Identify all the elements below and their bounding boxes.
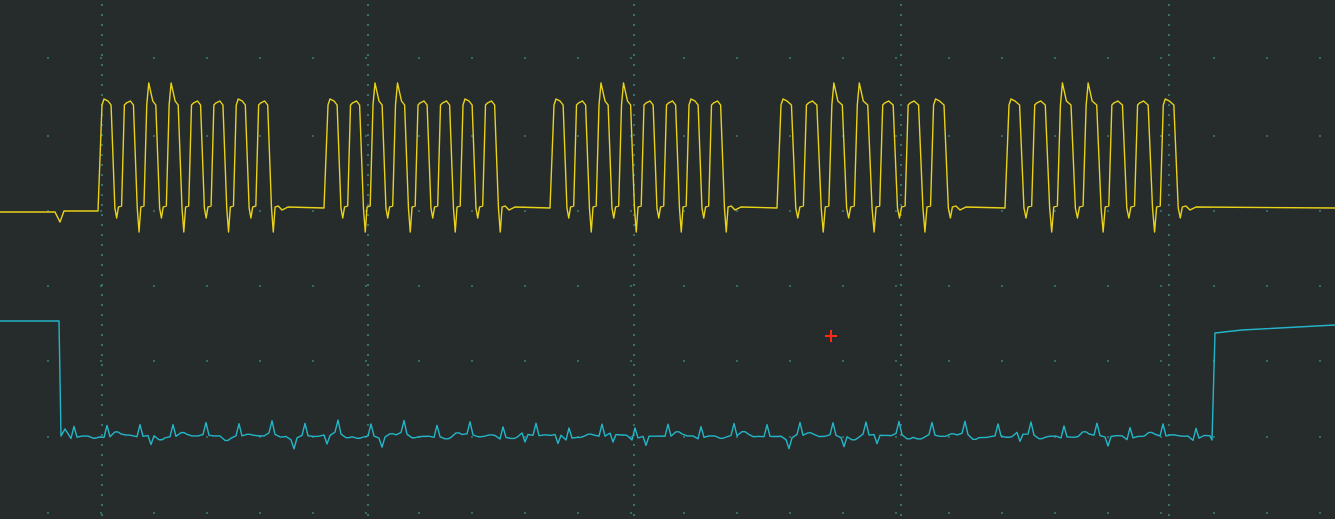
channel-2-trace bbox=[0, 320, 1335, 450]
trace-layer bbox=[0, 82, 1335, 450]
grid-horizontal-line bbox=[47, 436, 1321, 438]
grid-vertical-line bbox=[900, 4, 902, 516]
grid-vertical-line bbox=[1168, 4, 1170, 516]
grid-horizontal-line bbox=[47, 135, 1321, 137]
grid-horizontal-line bbox=[47, 512, 1321, 514]
graticule-grid bbox=[47, 4, 1321, 516]
grid-vertical-line bbox=[633, 4, 635, 516]
grid-vertical-line bbox=[101, 4, 103, 516]
grid-horizontal-line bbox=[47, 360, 1321, 362]
cursor-layer bbox=[825, 330, 837, 342]
crosshair-cursor-icon[interactable] bbox=[825, 330, 837, 342]
channel-1-trace bbox=[0, 82, 1335, 233]
grid-horizontal-line bbox=[47, 57, 1321, 59]
grid-vertical-line bbox=[367, 4, 369, 516]
grid-horizontal-line bbox=[47, 285, 1321, 287]
